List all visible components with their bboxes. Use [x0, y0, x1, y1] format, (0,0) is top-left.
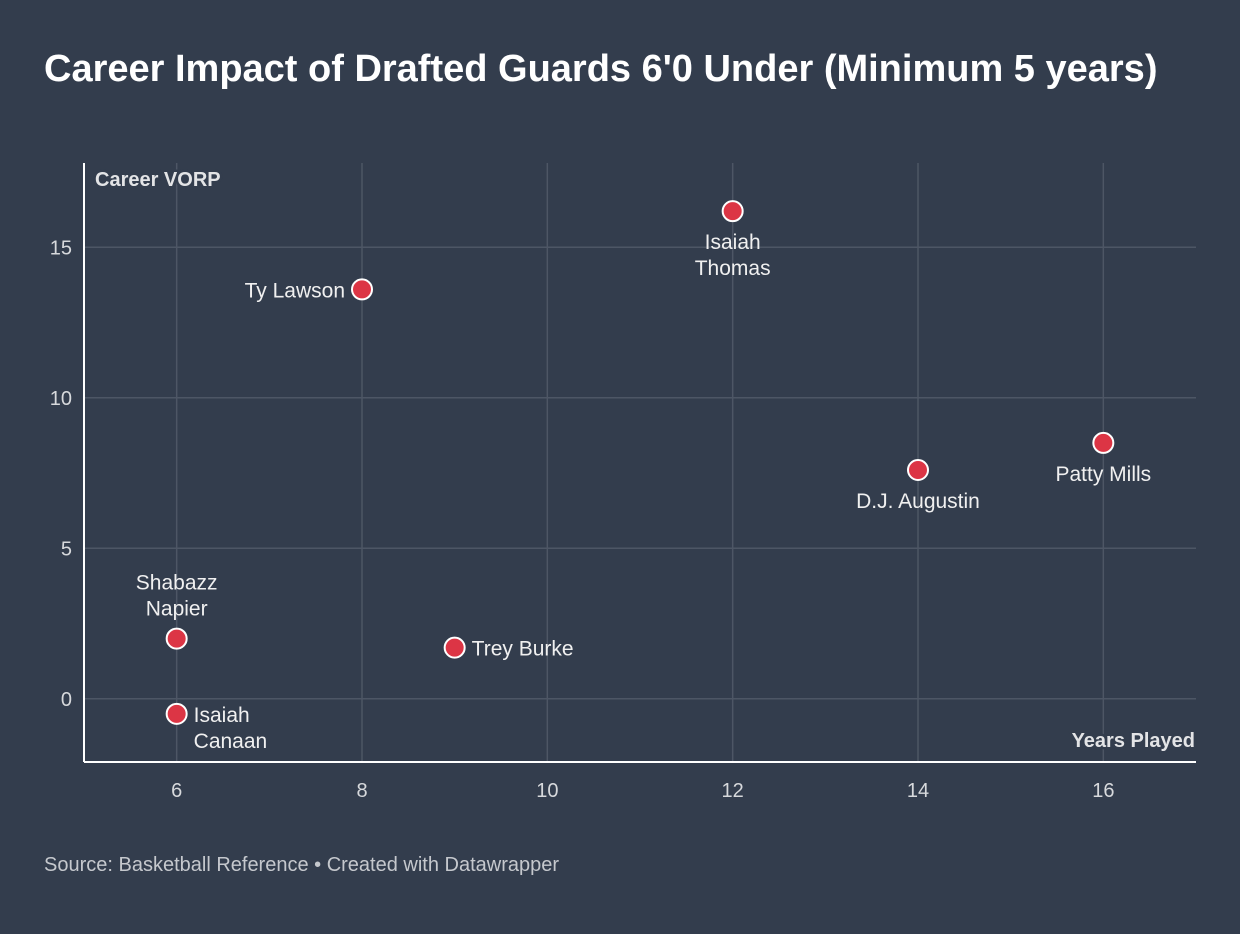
data-point — [721, 200, 744, 223]
x-axis-title: Years Played — [1072, 730, 1195, 752]
gridlines — [83, 163, 1196, 763]
data-point — [907, 459, 929, 482]
data-label: Ty Lawson — [245, 279, 345, 302]
data-point — [1092, 431, 1115, 454]
data-point — [165, 627, 188, 650]
data-label: Isaiah Canaan — [194, 704, 268, 753]
x-tick-label: 10 — [536, 780, 558, 802]
tick-labels: 6 8 10 12 14 16 0 5 10 15 — [50, 237, 1115, 802]
y-tick-label: 5 — [61, 538, 72, 560]
x-tick-label: 14 — [907, 780, 929, 802]
data-label-line: Canaan — [194, 730, 268, 753]
data-point — [443, 636, 466, 659]
data-label-line: D.J. Augustin — [856, 490, 980, 513]
data-label: D.J. Augustin — [856, 490, 980, 513]
data-label-line: Isaiah — [705, 231, 761, 254]
data-label: Isaiah Thomas — [695, 231, 771, 280]
data-label-line: Trey Burke — [472, 638, 574, 661]
source-note: Source: Basketball Reference • Created w… — [44, 854, 560, 876]
x-tick-label: 16 — [1092, 780, 1114, 802]
data-label: Patty Mills — [1055, 463, 1151, 486]
x-tick-label: 6 — [171, 780, 182, 802]
data-label-line: Shabazz — [136, 572, 218, 595]
x-tick-label: 12 — [722, 780, 744, 802]
data-points: Isaiah Thomas Ty Lawson Patty Mills D.J. Aug… — [136, 200, 1151, 753]
y-tick-label: 10 — [50, 388, 72, 410]
y-axis-title: Career VORP — [95, 169, 221, 191]
data-label-line: Thomas — [695, 257, 771, 280]
y-tick-label: 0 — [61, 689, 72, 711]
y-tick-label: 15 — [50, 237, 72, 259]
data-label-line: Patty Mills — [1055, 463, 1151, 486]
data-label-line: Isaiah — [194, 704, 250, 727]
x-tick-label: 8 — [356, 780, 367, 802]
data-point — [165, 702, 188, 725]
data-label: Trey Burke — [472, 638, 574, 661]
data-label-line: Napier — [146, 598, 208, 621]
data-point — [351, 278, 373, 301]
data-label: Shabazz Napier — [136, 572, 218, 621]
data-label-line: Ty Lawson — [245, 279, 345, 302]
chart-title: Career Impact of Drafted Guards 6'0 Unde… — [44, 48, 1158, 90]
